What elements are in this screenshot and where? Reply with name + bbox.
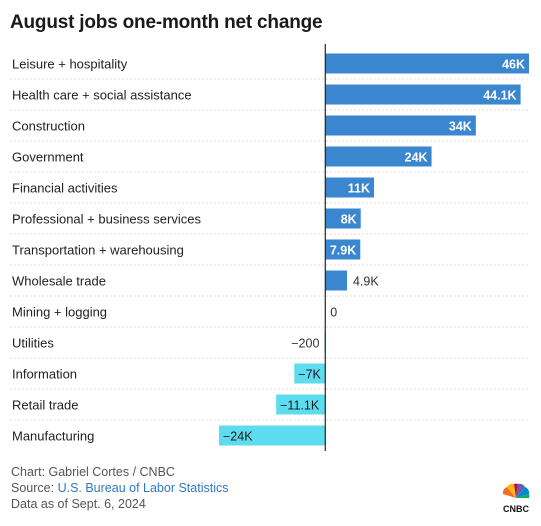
bar-row: Manufacturing −24K [12,425,326,446]
bar [325,53,529,74]
category-label: Retail trade [12,398,78,413]
cnbc-logo: CNBC [502,483,530,514]
data-label: 4.9K [353,275,379,289]
bar-row: Mining + logging 0 [10,305,530,328]
bar [294,363,326,384]
data-label: 8K [341,213,357,227]
bar-row: Leisure + hospitality 46K [10,53,530,80]
bar [219,425,326,446]
category-label: Professional + business services [12,212,201,227]
chart-source: Source: U.S. Bureau of Labor Statistics [11,480,228,496]
bar-row: Financial activities 11K [10,177,530,204]
bar [325,84,521,105]
bar-row: Retail trade −11.1K [10,394,530,421]
data-label: 24K [405,151,428,165]
bar [325,208,361,229]
bar-row: Transportation + warehousing 7.9K [10,239,530,266]
data-label: −24K [223,430,253,444]
chart-footer: Chart: Gabriel Cortes / CNBC Source: U.S… [11,464,228,512]
category-label: Manufacturing [12,429,94,444]
bar [325,239,361,260]
bar-row: Government 24K [10,146,530,173]
bar-row: Information −7K [10,363,530,390]
bar [325,146,432,167]
category-label: Wholesale trade [12,274,106,289]
category-label: Transportation + warehousing [12,243,184,258]
bar [276,394,326,415]
bar-row: Wholesale trade 4.9K [10,270,530,297]
source-link[interactable]: U.S. Bureau of Labor Statistics [57,481,229,495]
logo-text: CNBC [503,504,529,514]
data-label: −7K [298,368,321,382]
category-label: Government [12,150,84,165]
bar-chart: Leisure + hospitality 46K Health care + so… [10,44,530,451]
category-label: Financial activities [12,181,118,196]
data-label: 0 [330,306,337,320]
data-label: 44.1K [483,89,516,103]
data-label: 11K [348,182,370,196]
chart-title: August jobs one-month net change [10,12,323,33]
nbc-peacock-icon [502,483,530,498]
category-label: Utilities [12,336,54,351]
source-prefix: Source: [11,481,58,495]
bar-row: Utilities −200 [10,332,530,359]
category-label: Information [12,367,77,382]
data-label: 46K [502,58,525,72]
chart-credit: Chart: Gabriel Cortes / CNBC [11,465,175,479]
data-label: −200 [291,337,319,351]
bar [325,177,374,198]
data-label: 7.9K [330,244,356,258]
bar-row: Professional + business services 8K [10,208,530,235]
data-label: 34K [449,120,472,134]
bar-row: Construction 34K [10,115,530,142]
bar-row: Health care + social assistance 44.1K [10,84,530,111]
data-date: Data as of Sept. 6, 2024 [11,497,146,511]
bar [325,115,476,136]
category-label: Construction [12,119,85,134]
data-label: −11.1K [280,399,320,413]
category-label: Mining + logging [12,305,107,320]
category-label: Health care + social assistance [12,88,192,103]
category-label: Leisure + hospitality [12,57,128,72]
bar [325,270,347,291]
